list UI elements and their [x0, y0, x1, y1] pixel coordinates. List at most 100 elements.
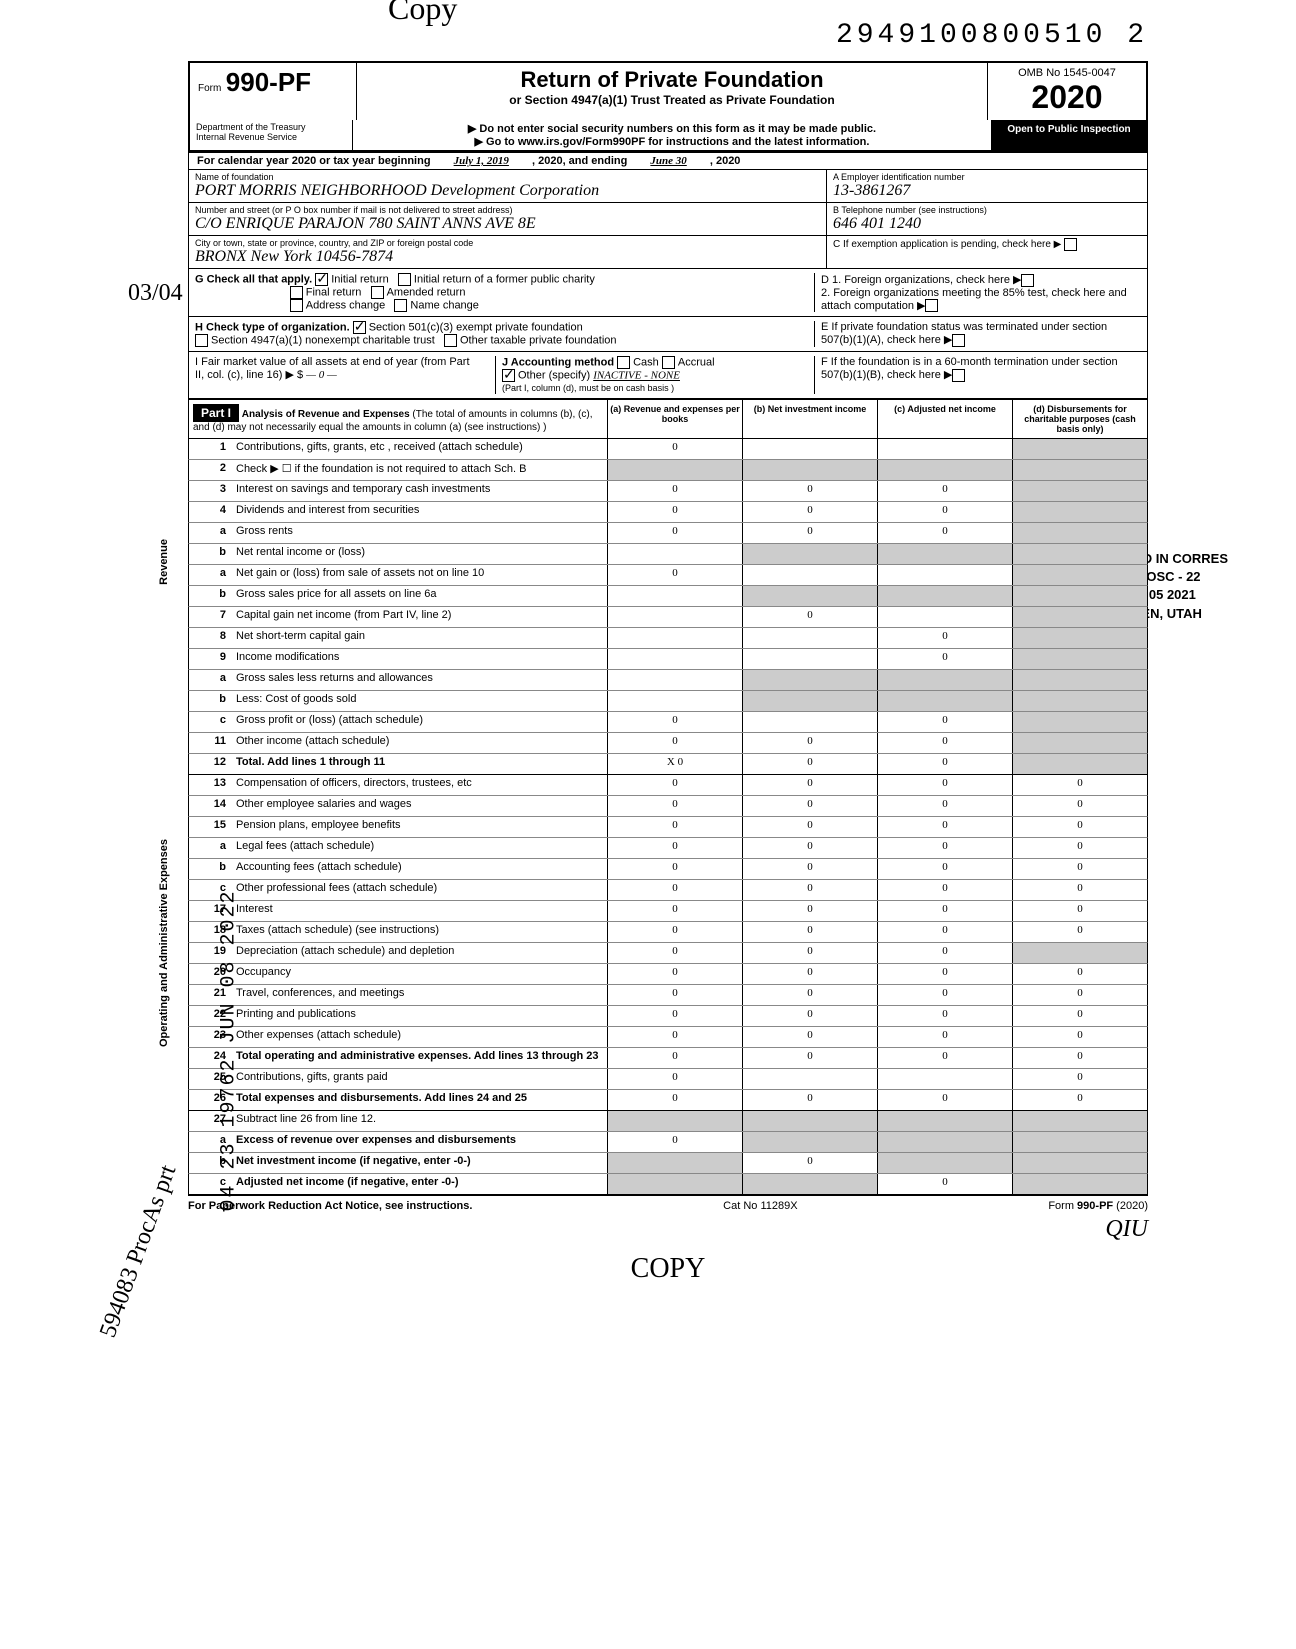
line-18-col-d: 0 — [1012, 922, 1147, 942]
line-27-col-d — [1012, 1111, 1147, 1131]
4947a1-checkbox[interactable] — [195, 334, 208, 347]
line-4-col-a: 0 — [607, 502, 742, 522]
line-4-label: Dividends and interest from securities — [232, 502, 607, 522]
line-5a-label: Gross rents — [232, 523, 607, 543]
cash-method-checkbox[interactable] — [617, 356, 630, 369]
initial-former-checkbox[interactable] — [398, 273, 411, 286]
line-14-label: Other employee salaries and wages — [232, 796, 607, 816]
line-10c-col-a: 0 — [607, 712, 742, 732]
line-16a: aLegal fees (attach schedule)0000 — [188, 838, 1148, 859]
line-18-label: Taxes (attach schedule) (see instruction… — [232, 922, 607, 942]
foundation-name: PORT MORRIS NEIGHBORHOOD Development Cor… — [195, 182, 820, 200]
line-10b-col-a — [607, 691, 742, 711]
form-title: Return of Private Foundation — [361, 67, 983, 93]
foreign-org-checkbox[interactable] — [1021, 274, 1034, 287]
line-5a: aGross rents000 — [188, 523, 1148, 544]
form-label: Form — [198, 83, 221, 94]
line-18-col-b: 0 — [742, 922, 877, 942]
dept-label: Department of the Treasury Internal Reve… — [190, 120, 353, 150]
initial-return-checkbox[interactable] — [315, 273, 328, 286]
line-16c-col-b: 0 — [742, 880, 877, 900]
line-22-col-d: 0 — [1012, 1006, 1147, 1026]
tax-year-begin: July 1, 2019 — [434, 155, 529, 167]
line-16b: bAccounting fees (attach schedule)0000 — [188, 859, 1148, 880]
line-9: 9Income modifications0 — [188, 649, 1148, 670]
line-27-col-a — [607, 1111, 742, 1131]
line-16a-label: Legal fees (attach schedule) — [232, 838, 607, 858]
line-6a-col-d — [1012, 565, 1147, 585]
line-7-col-a — [607, 607, 742, 627]
line-5a-col-b: 0 — [742, 523, 877, 543]
line-27b-col-c — [877, 1153, 1012, 1173]
line-21-col-d: 0 — [1012, 985, 1147, 1005]
initials: QIU — [188, 1216, 1148, 1243]
amended-return-checkbox[interactable] — [371, 286, 384, 299]
col-c-header: (c) Adjusted net income — [877, 400, 1012, 438]
line-16c-col-d: 0 — [1012, 880, 1147, 900]
line-3-col-a: 0 — [607, 481, 742, 501]
line-9-label: Income modifications — [232, 649, 607, 669]
copy-watermark-top: Copy — [388, 0, 457, 27]
street-label: Number and street (or P O box number if … — [195, 205, 820, 215]
line-6a: aNet gain or (loss) from sale of assets … — [188, 565, 1148, 586]
line-27b: bNet investment income (if negative, ent… — [188, 1153, 1148, 1174]
line-21-col-c: 0 — [877, 985, 1012, 1005]
line-16b-col-c: 0 — [877, 859, 1012, 879]
final-return-checkbox[interactable] — [290, 286, 303, 299]
line-27a-col-a: 0 — [607, 1132, 742, 1152]
line-15-col-d: 0 — [1012, 817, 1147, 837]
line-23-col-b: 0 — [742, 1027, 877, 1047]
form-subtitle: or Section 4947(a)(1) Trust Treated as P… — [361, 93, 983, 107]
line-1-col-d — [1012, 439, 1147, 459]
line-10c-col-d — [1012, 712, 1147, 732]
line-20-col-b: 0 — [742, 964, 877, 984]
line-12-col-d — [1012, 754, 1147, 774]
line-16c: cOther professional fees (attach schedul… — [188, 880, 1148, 901]
part1-header: Part I Analysis of Revenue and Expenses … — [188, 399, 1148, 439]
exemption-pending-checkbox[interactable] — [1064, 238, 1077, 251]
line-1-label: Contributions, gifts, grants, etc , rece… — [232, 439, 607, 459]
line-12: 12Total. Add lines 1 through 11X 000 — [188, 754, 1148, 775]
line-26-col-d: 0 — [1012, 1090, 1147, 1110]
foreign-85-checkbox[interactable] — [925, 299, 938, 312]
line-9-col-a — [607, 649, 742, 669]
phone-label: B Telephone number (see instructions) — [833, 205, 1141, 215]
line-11-col-c: 0 — [877, 733, 1012, 753]
line-5a-col-c: 0 — [877, 523, 1012, 543]
line-22-col-b: 0 — [742, 1006, 877, 1026]
bottom-margin-note: 594083 ProcAs prt — [95, 1162, 182, 1342]
line-15-label: Pension plans, employee benefits — [232, 817, 607, 837]
line-13-col-b: 0 — [742, 775, 877, 795]
line-3-label: Interest on savings and temporary cash i… — [232, 481, 607, 501]
col-b-header: (b) Net investment income — [742, 400, 877, 438]
line-6b-col-c — [877, 586, 1012, 606]
line-7-col-d — [1012, 607, 1147, 627]
line-10a-col-a — [607, 670, 742, 690]
copy-watermark-bottom: COPY — [188, 1253, 1148, 1285]
section-i: I Fair market value of all assets at end… — [195, 356, 475, 394]
line-23-col-a: 0 — [607, 1027, 742, 1047]
line-12-col-c: 0 — [877, 754, 1012, 774]
ein-value: 13-3861267 — [833, 182, 1141, 200]
accrual-method-checkbox[interactable] — [662, 356, 675, 369]
line-23-label: Other expenses (attach schedule) — [232, 1027, 607, 1047]
line-13-col-a: 0 — [607, 775, 742, 795]
line-21-col-a: 0 — [607, 985, 742, 1005]
status-terminated-checkbox[interactable] — [952, 334, 965, 347]
other-taxable-checkbox[interactable] — [444, 334, 457, 347]
line-5b: bNet rental income or (loss) — [188, 544, 1148, 565]
other-method-checkbox[interactable] — [502, 369, 515, 382]
line-10b: bLess: Cost of goods sold — [188, 691, 1148, 712]
line-16a-col-c: 0 — [877, 838, 1012, 858]
address-change-checkbox[interactable] — [290, 299, 303, 312]
line-10b-label: Less: Cost of goods sold — [232, 691, 607, 711]
line-6b-col-a — [607, 586, 742, 606]
line-23-col-d: 0 — [1012, 1027, 1147, 1047]
60month-checkbox[interactable] — [952, 369, 965, 382]
name-change-checkbox[interactable] — [394, 299, 407, 312]
line-5b-col-d — [1012, 544, 1147, 564]
line-24-col-d: 0 — [1012, 1048, 1147, 1068]
501c3-checkbox[interactable] — [353, 321, 366, 334]
line-3-col-d — [1012, 481, 1147, 501]
ein-label: A Employer identification number — [833, 172, 1141, 182]
